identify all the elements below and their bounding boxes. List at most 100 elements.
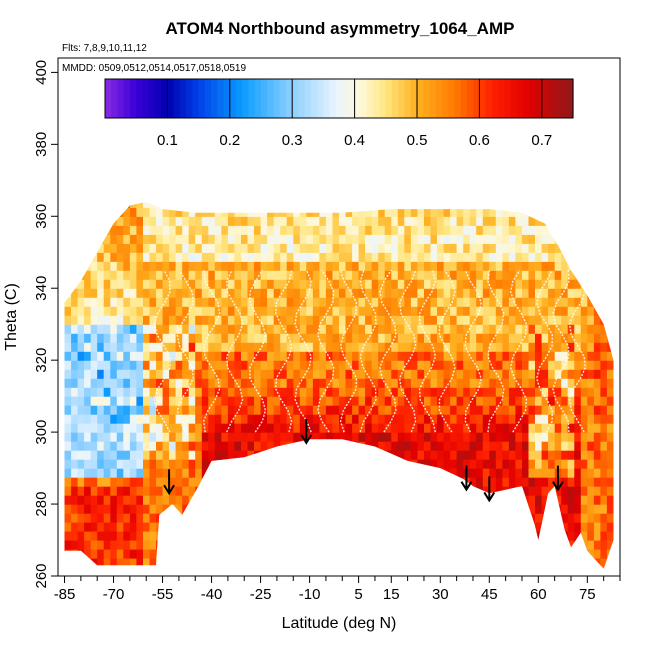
heatmap-cell: [548, 549, 556, 559]
heatmap-cell: [234, 441, 242, 451]
heatmap-cell: [182, 549, 190, 559]
heatmap-cell: [312, 423, 320, 433]
heatmap-cell: [71, 315, 79, 325]
heatmap-cell: [90, 351, 98, 361]
heatmap-cell: [273, 243, 281, 253]
heatmap-cell: [319, 450, 327, 460]
heatmap-cell: [156, 459, 164, 469]
heatmap-cell: [188, 378, 196, 388]
heatmap-cell: [463, 405, 471, 415]
heatmap-cell: [195, 261, 203, 271]
heatmap-cell: [201, 495, 209, 505]
heatmap-cell: [365, 378, 373, 388]
heatmap-cell: [254, 342, 262, 352]
heatmap-cell: [267, 522, 275, 532]
heatmap-cell: [260, 252, 268, 262]
heatmap-cell: [548, 252, 556, 262]
heatmap-cell: [319, 387, 327, 397]
heatmap-cell: [103, 360, 111, 370]
heatmap-cell: [450, 432, 458, 442]
colorbar-tick-label: 0.1: [157, 132, 178, 149]
heatmap-cell: [286, 234, 294, 244]
heatmap-cell: [365, 459, 373, 469]
heatmap-cell: [71, 270, 79, 280]
heatmap-cell: [450, 423, 458, 433]
heatmap-cell: [267, 351, 275, 361]
heatmap-cell: [110, 567, 118, 569]
heatmap-cell: [489, 387, 497, 397]
heatmap-cell: [384, 423, 392, 433]
heatmap-cell: [456, 216, 464, 226]
heatmap-cell: [587, 459, 595, 469]
heatmap-cell: [214, 558, 222, 568]
heatmap-cell: [430, 531, 438, 541]
heatmap-cell: [103, 288, 111, 298]
heatmap-cell: [515, 558, 523, 568]
heatmap-cell: [110, 513, 118, 523]
heatmap-cell: [267, 189, 274, 199]
heatmap-cell: [456, 522, 464, 532]
heatmap-cell: [463, 459, 471, 469]
heatmap-cell: [528, 201, 536, 208]
heatmap-cell: [391, 549, 399, 559]
heatmap-cell: [110, 189, 117, 199]
heatmap-cell: [77, 234, 85, 244]
heatmap-cell: [469, 234, 477, 244]
heatmap-cell: [214, 567, 222, 569]
heatmap-cell: [535, 432, 543, 442]
heatmap-cell: [293, 441, 301, 451]
heatmap-cell: [352, 351, 360, 361]
heatmap-cell: [208, 522, 216, 532]
heatmap-cell: [195, 333, 203, 343]
heatmap-cell: [299, 504, 307, 514]
heatmap-cell: [574, 315, 582, 325]
heatmap-cell: [267, 261, 275, 271]
heatmap-cell: [136, 315, 144, 325]
heatmap-cell: [495, 387, 503, 397]
heatmap-cell: [417, 297, 425, 307]
heatmap-cell: [463, 369, 471, 379]
heatmap-cell: [397, 477, 405, 487]
heatmap-cell: [64, 333, 72, 343]
heatmap-cell: [214, 495, 222, 505]
heatmap-cell: [149, 432, 157, 442]
heatmap-cell: [522, 468, 530, 478]
heatmap-cell: [606, 297, 614, 307]
heatmap-cell: [156, 567, 164, 569]
heatmap-cell: [123, 441, 131, 451]
colorbar-segment: [279, 79, 287, 118]
heatmap-cell: [201, 342, 209, 352]
heatmap-cell: [149, 468, 157, 478]
heatmap-cell: [103, 378, 111, 388]
heatmap-cell: [489, 567, 497, 569]
heatmap-cell: [580, 567, 588, 569]
heatmap-cell: [182, 279, 190, 289]
heatmap-cell: [143, 315, 151, 325]
heatmap-cell: [561, 189, 568, 199]
heatmap-cell: [325, 234, 333, 244]
heatmap-cell: [587, 315, 595, 325]
heatmap-cell: [404, 423, 412, 433]
heatmap-cell: [482, 414, 490, 424]
heatmap-cell: [489, 306, 497, 316]
heatmap-cell: [156, 189, 163, 199]
heatmap-cell: [143, 297, 151, 307]
heatmap-cell: [339, 396, 347, 406]
heatmap-cell: [463, 378, 471, 388]
heatmap-cell: [404, 441, 412, 451]
heatmap-cell: [306, 216, 314, 226]
heatmap-cell: [325, 288, 333, 298]
heatmap-cell: [391, 378, 399, 388]
heatmap-cell: [208, 486, 216, 496]
heatmap-cell: [64, 279, 66, 289]
heatmap-cell: [286, 450, 294, 460]
heatmap-cell: [214, 531, 222, 541]
heatmap-cell: [299, 414, 307, 424]
heatmap-cell: [489, 477, 497, 487]
heatmap-cell: [574, 477, 582, 487]
heatmap-cell: [548, 495, 556, 505]
heatmap-cell: [241, 234, 249, 244]
heatmap-cell: [286, 297, 294, 307]
heatmap-cell: [84, 261, 92, 271]
heatmap-cell: [260, 279, 268, 289]
